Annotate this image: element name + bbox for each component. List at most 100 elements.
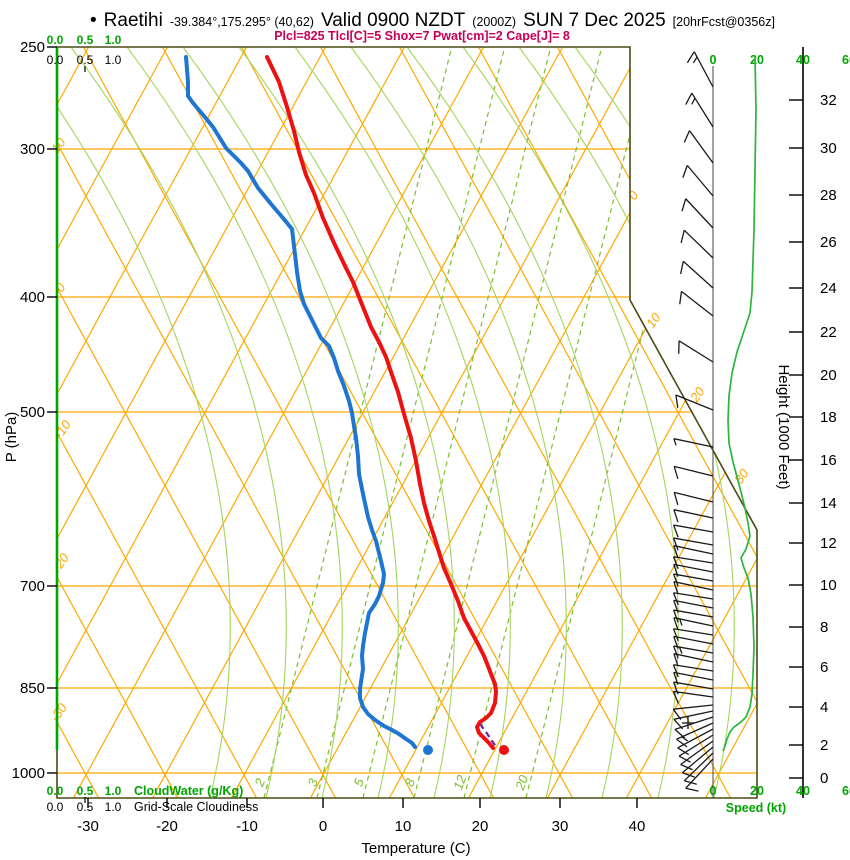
pressure-tick-label: 850 xyxy=(20,680,45,697)
moist-adiabat-line xyxy=(518,47,735,798)
speed-tick-label-bottom: 60 xyxy=(842,784,850,798)
height-tick-label: 28 xyxy=(820,187,837,204)
height-tick-label: 32 xyxy=(820,92,837,109)
wind-barb-feather xyxy=(672,664,679,678)
temperature-tick-label: 0 xyxy=(319,818,327,835)
dry-adiabat-line xyxy=(161,47,574,798)
cloudiness-scale-top: 0.5 xyxy=(77,53,94,67)
moist-adiabat-line xyxy=(126,47,343,798)
wind-barb xyxy=(685,758,714,789)
wind-barb-feather xyxy=(677,747,690,756)
mixing-ratio-line xyxy=(463,47,653,798)
dry-adiabat-line xyxy=(57,47,416,798)
wind-barb-feather xyxy=(672,524,679,538)
mixing-ratio-label: 5 xyxy=(350,776,367,789)
cloudwater-scale-top: 0.0 xyxy=(47,33,64,47)
dry-adiabat-line xyxy=(57,47,337,798)
valid-date: SUN 7 Dec 2025 xyxy=(523,10,666,31)
wind-barb-half-feather xyxy=(691,97,696,105)
mixing-ratio-label: 8 xyxy=(401,776,418,789)
dry-adiabat-label: -20 xyxy=(49,550,73,575)
dry-adiabat-line xyxy=(398,47,757,798)
wind-barb-half-feather xyxy=(673,438,677,446)
dry-adiabat-line xyxy=(477,47,757,798)
isotherm-label: 20 xyxy=(686,384,708,406)
station-coords: -39.384°,175.295° (40,62) xyxy=(169,15,314,29)
moist-adiabat-line xyxy=(406,47,623,798)
wind-barb-feather xyxy=(686,51,695,64)
valid-zulu: (2000Z) xyxy=(472,15,517,29)
cloudwater-axis-title: CloudWater (g/Kg) xyxy=(134,784,243,798)
wind-barb-feather xyxy=(673,653,679,667)
wind-barb xyxy=(673,628,714,636)
wind-barb xyxy=(673,581,714,591)
speed-tick-label-bottom: 40 xyxy=(796,784,810,798)
pressure-tick-label: 500 xyxy=(20,404,45,421)
wind-barb xyxy=(673,545,714,555)
wind-barb xyxy=(686,164,714,197)
speed-tick-label-bottom: 20 xyxy=(750,784,764,798)
station-bullet: • xyxy=(90,10,97,31)
mixing-ratio-label: 20 xyxy=(512,772,532,792)
cloudiness-scale-bottom: 1.0 xyxy=(105,800,122,814)
wind-barb xyxy=(673,556,714,564)
height-tick-label: 22 xyxy=(820,324,837,341)
temperature-tick-label: 20 xyxy=(472,818,489,835)
cloudiness-scale-bottom: 0.0 xyxy=(47,800,64,814)
height-tick-label: 12 xyxy=(820,535,837,552)
isotherm-label: 0 xyxy=(625,188,642,203)
isotherm-line xyxy=(57,47,169,798)
speed-tick-label-top: 0 xyxy=(710,53,717,67)
temperature-tick-label: 40 xyxy=(629,818,646,835)
isotherm-line xyxy=(57,47,406,798)
wind-barb xyxy=(673,635,714,645)
dry-adiabat-line xyxy=(82,47,495,798)
sounding-parameters: Plcl=825 Tlcl[C]=5 Shox=7 Pwat[cm]=2 Cap… xyxy=(274,29,570,43)
wind-barb xyxy=(685,198,714,229)
wind-barb-feather xyxy=(680,763,693,771)
wind-barb xyxy=(683,229,714,259)
isotherm-line xyxy=(57,47,248,798)
height-tick-label: 2 xyxy=(820,737,828,754)
mixing-ratio-line xyxy=(316,47,506,798)
temperature-tick-label: -10 xyxy=(236,818,258,835)
wind-barbs xyxy=(672,51,714,792)
wind-barb xyxy=(680,740,714,766)
isotherm-line xyxy=(546,47,757,798)
wind-barb xyxy=(673,671,714,681)
speed-axis-title: Speed (kt) xyxy=(726,801,786,815)
wind-barb-feather xyxy=(672,609,679,623)
pressure-tick-label: 300 xyxy=(20,141,45,158)
wind-barb xyxy=(678,734,714,757)
wind-barb xyxy=(683,752,714,782)
pressure-tick-label: 1000 xyxy=(12,765,45,782)
wind-barb xyxy=(673,653,714,663)
wind-barb xyxy=(673,664,714,672)
dry-adiabat-label: -10 xyxy=(51,417,75,442)
speed-tick-label-top: 60 xyxy=(842,53,850,67)
height-tick-label: 16 xyxy=(820,452,837,469)
wind-barb xyxy=(673,681,714,690)
height-tick-label: 30 xyxy=(820,140,837,157)
wind-barb-feather xyxy=(673,492,679,505)
dewpoint-curve xyxy=(184,55,417,749)
wind-barb xyxy=(677,728,714,749)
wind-barb xyxy=(682,260,714,289)
wind-barb-feather xyxy=(672,556,679,570)
wind-barb-half-feather xyxy=(692,56,698,64)
pressure-tick-label: 250 xyxy=(20,39,45,56)
dry-adiabat-label: 0 xyxy=(52,280,69,295)
isotherm-line xyxy=(309,47,722,798)
cloudwater-scale-bottom: 0.5 xyxy=(77,784,94,798)
mixing-ratio-label: 3 xyxy=(304,776,321,789)
height-tick-label: 14 xyxy=(820,495,837,512)
wind-barb xyxy=(673,524,714,533)
wind-barb-feather xyxy=(678,755,691,763)
wind-barb-feather xyxy=(676,738,688,748)
height-tick-label: 26 xyxy=(820,234,837,251)
wind-barb-feather xyxy=(673,545,679,559)
temperature-axis-title: Temperature (C) xyxy=(361,840,470,857)
wind-barb xyxy=(688,130,714,164)
wind-barb xyxy=(673,599,714,609)
